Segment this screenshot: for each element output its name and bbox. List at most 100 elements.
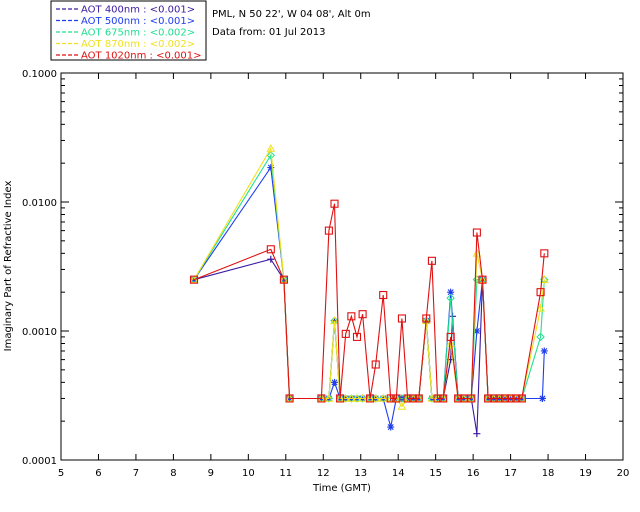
data-point xyxy=(536,288,545,297)
data-point xyxy=(540,347,548,355)
data-point xyxy=(500,394,510,403)
series-line xyxy=(193,203,545,400)
data-point xyxy=(397,401,407,410)
x-axis-label: Time (GMT) xyxy=(312,483,371,494)
legend-entry: AOT 400nm : <0.001> xyxy=(81,5,195,16)
data-point xyxy=(267,255,275,263)
data-point xyxy=(495,394,504,403)
data-point xyxy=(539,275,549,283)
data-point xyxy=(489,394,498,403)
data-point xyxy=(517,394,526,403)
y-tick-label: 0.0001 xyxy=(22,456,57,467)
data-point xyxy=(446,332,455,341)
data-point xyxy=(189,275,199,284)
data-point xyxy=(446,338,456,347)
data-point xyxy=(433,394,442,403)
data-point xyxy=(371,360,380,369)
x-tick-label: 14 xyxy=(392,468,405,479)
series-line xyxy=(193,153,545,400)
data-point xyxy=(331,378,339,386)
x-tick-label: 15 xyxy=(429,468,442,479)
data-point xyxy=(335,393,345,402)
data-point xyxy=(386,394,395,403)
data-point xyxy=(473,430,481,438)
x-tick-label: 13 xyxy=(354,468,367,479)
x-tick-label: 8 xyxy=(170,468,176,479)
data-point xyxy=(330,199,339,208)
data-point xyxy=(358,394,367,403)
data-point xyxy=(358,393,367,402)
data-point xyxy=(330,316,339,325)
data-point xyxy=(324,394,334,403)
x-tick-label: 6 xyxy=(95,468,101,479)
data-point xyxy=(317,394,326,403)
data-point xyxy=(352,332,362,341)
x-tick-label: 19 xyxy=(579,468,592,479)
data-point xyxy=(478,275,487,284)
data-point xyxy=(506,394,515,403)
data-point xyxy=(414,394,423,403)
series-layer xyxy=(189,143,549,438)
x-tick-label: 17 xyxy=(504,468,517,479)
series-0 xyxy=(190,255,546,438)
data-point xyxy=(266,143,276,152)
data-point xyxy=(324,226,333,235)
plot-frame xyxy=(60,72,624,461)
data-point xyxy=(347,393,356,402)
data-point xyxy=(378,393,388,402)
data-point xyxy=(422,314,431,323)
legend: AOT 400nm : <0.001>AOT 500nm : <0.001>AO… xyxy=(50,0,207,62)
series-4 xyxy=(189,199,549,403)
x-tick-label: 12 xyxy=(317,468,330,479)
date-info: Data from: 01 Jul 2013 xyxy=(212,27,325,38)
axis-ticks: 5 6 7 8 9 10 11 12 13 14 15 16 17 18 19 20 0.0001 0.0010 0… xyxy=(22,69,629,479)
x-tick-label: 16 xyxy=(467,468,480,479)
data-point xyxy=(379,290,388,300)
data-point xyxy=(536,303,545,312)
data-point xyxy=(446,293,455,303)
site-info: PML, N 50 22', W 04 08', Alt 0m xyxy=(212,9,371,20)
data-point xyxy=(454,394,463,403)
data-point xyxy=(403,394,412,403)
data-point xyxy=(467,394,476,403)
data-point xyxy=(266,245,275,254)
data-point xyxy=(473,327,481,335)
data-point xyxy=(358,310,367,319)
data-point xyxy=(266,151,276,160)
data-point xyxy=(439,394,448,403)
y-tick-label: 0.0010 xyxy=(22,327,57,338)
data-point xyxy=(409,394,418,403)
x-tick-label: 7 xyxy=(133,468,139,479)
x-tick-label: 10 xyxy=(242,468,255,479)
data-point xyxy=(397,314,406,323)
data-point xyxy=(341,329,350,338)
series-2 xyxy=(189,151,549,403)
series-line xyxy=(193,258,543,434)
legend-entry: AOT 675nm : <0.002> xyxy=(81,28,195,39)
x-tick-label: 11 xyxy=(279,468,292,479)
data-point xyxy=(379,394,388,403)
data-point xyxy=(336,394,345,403)
data-point xyxy=(347,394,356,403)
data-point xyxy=(392,394,401,403)
data-point xyxy=(484,394,493,403)
x-tick-label: 9 xyxy=(208,468,214,479)
data-point xyxy=(387,423,395,431)
y-tick-label: 0.1000 xyxy=(22,69,57,80)
data-point xyxy=(427,256,436,265)
x-tick-label: 5 xyxy=(58,468,64,479)
data-point xyxy=(285,394,294,403)
data-point xyxy=(365,393,375,402)
series-3 xyxy=(189,143,549,410)
data-point xyxy=(279,275,288,284)
data-point xyxy=(447,288,455,296)
series-line xyxy=(193,146,545,408)
data-point xyxy=(366,394,375,403)
data-point xyxy=(324,393,334,402)
data-point xyxy=(472,228,481,237)
y-axis-label: Imaginary Part of Refractive Index xyxy=(3,181,14,352)
data-point xyxy=(352,394,362,403)
data-point xyxy=(472,248,482,257)
data-point xyxy=(347,312,356,321)
